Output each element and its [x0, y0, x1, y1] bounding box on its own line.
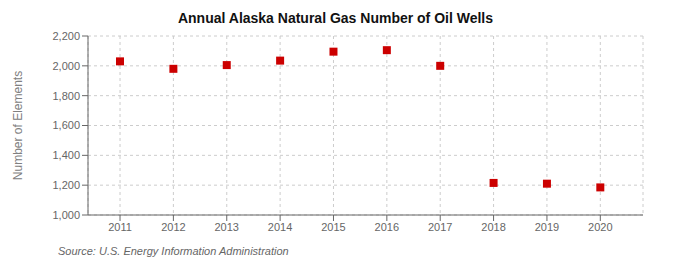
html-text:Annual Alaska Natural Gas Numb: Annual Alaska Natural Gas Number of Oil … [178, 10, 493, 26]
svg-text:Number of Elements: Number of Elements [11, 71, 25, 180]
svg-text:2019: 2019 [535, 221, 559, 233]
svg-text:1,800: 1,800 [52, 90, 80, 102]
svg-text:2018: 2018 [481, 221, 505, 233]
svg-text:1,000: 1,000 [52, 209, 80, 221]
svg-text:1,400: 1,400 [52, 149, 80, 161]
svg-text:2017: 2017 [428, 221, 452, 233]
svg-text:2016: 2016 [375, 221, 399, 233]
svg-text:2012: 2012 [161, 221, 185, 233]
html-text:Source: U.S. Energy Informatio: Source: U.S. Energy Information Administ… [58, 245, 289, 257]
svg-text:2013: 2013 [215, 221, 239, 233]
svg-text:2011: 2011 [108, 221, 132, 233]
svg-text:1,200: 1,200 [52, 179, 80, 191]
svg-text:2020: 2020 [588, 221, 612, 233]
svg-text:2014: 2014 [268, 221, 292, 233]
svg-text:2015: 2015 [321, 221, 345, 233]
svg-text:2,000: 2,000 [52, 60, 80, 72]
svg-text:1,600: 1,600 [52, 119, 80, 131]
svg-text:2,200: 2,200 [52, 30, 80, 42]
